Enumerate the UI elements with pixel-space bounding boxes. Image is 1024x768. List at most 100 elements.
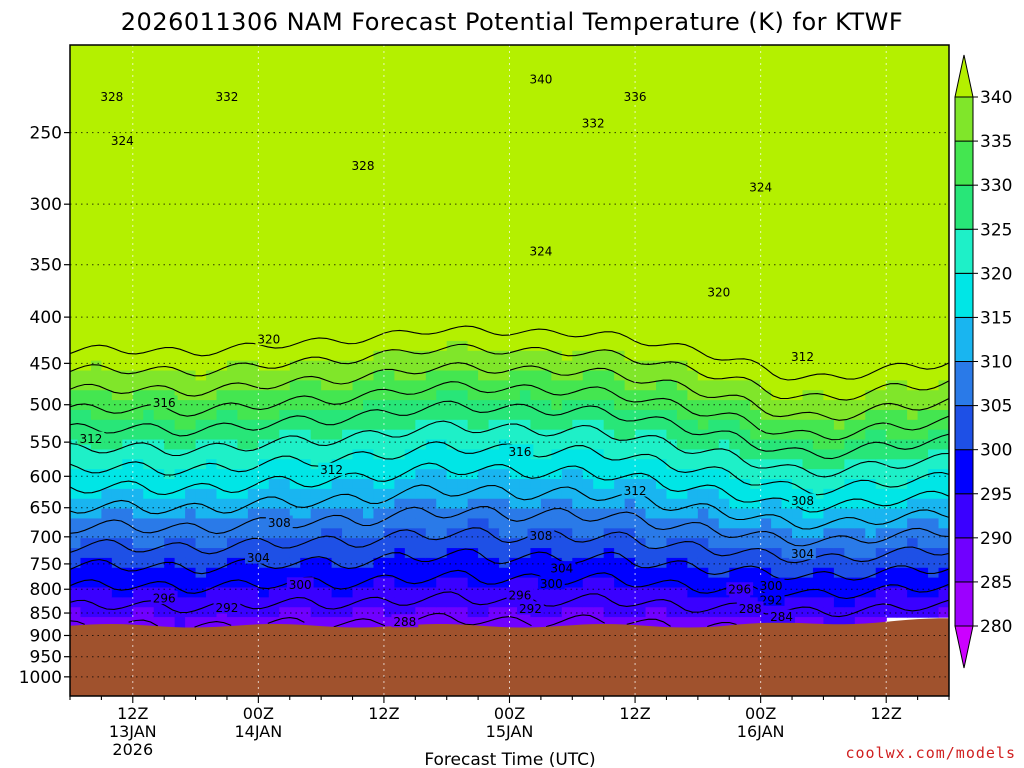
theta-field <box>70 45 949 628</box>
y-tick-label: 900 <box>30 626 62 646</box>
colorbar-label: 280 <box>980 617 1012 637</box>
y-tick-label: 450 <box>30 354 62 374</box>
contour-320 <box>70 441 949 496</box>
y-tick-label: 400 <box>30 308 62 328</box>
colorbar-band <box>954 361 974 407</box>
contour-label: 292 <box>517 601 544 616</box>
colorbar-band <box>954 184 974 230</box>
colorbar-label: 340 <box>980 88 1012 108</box>
colorbar-label: 320 <box>980 264 1012 284</box>
contour-label: 312 <box>318 462 346 477</box>
grid-lines <box>70 45 949 696</box>
x-tick-label: 12Z <box>619 704 650 723</box>
contour-label: 332 <box>213 89 241 104</box>
contour-label: 320 <box>255 332 283 347</box>
contour-labels: 328 332 340 336 332 328 324 324 324 320 320 312 316 3… <box>77 71 816 629</box>
x-tick-label: 12Z <box>117 704 148 723</box>
contour-label: 316 <box>150 395 178 410</box>
contour-label: 304 <box>548 561 576 576</box>
contour-label: 292 <box>757 592 785 607</box>
contour-label: 312 <box>77 431 105 446</box>
contour-label: 304 <box>244 550 272 565</box>
contour-label: 284 <box>768 609 795 624</box>
colorbar-band <box>954 272 974 318</box>
x-tick-label: 15JAN <box>486 722 534 741</box>
contour-label: 300 <box>757 578 785 593</box>
x-tick-label: 00Z <box>494 704 525 723</box>
x-tick-label: 12Z <box>871 704 902 723</box>
x-axis-label: Forecast Time (UTC) <box>424 750 595 768</box>
contour-label: 336 <box>621 89 649 104</box>
chart-title: 2026011306 NAM Forecast Potential Temper… <box>121 8 903 36</box>
y-tick-label: 500 <box>30 396 62 416</box>
contour-label: 328 <box>98 89 126 104</box>
colorbar-label: 300 <box>980 441 1012 461</box>
colorbar-label: 290 <box>980 529 1012 549</box>
y-tick-label: 650 <box>30 499 62 519</box>
y-tick-label: 800 <box>30 580 62 600</box>
contour-label: 308 <box>789 493 816 508</box>
y-tick-label: 750 <box>30 555 62 575</box>
contour-304 <box>70 527 949 564</box>
colorbar-label: 315 <box>980 308 1012 328</box>
contour-label: 312 <box>621 483 649 498</box>
contour-label: 300 <box>286 577 314 592</box>
contour-label: 320 <box>705 284 733 299</box>
contour-label: 288 <box>391 614 419 629</box>
colorbar-label: 335 <box>980 132 1012 152</box>
contour-label: 292 <box>213 600 241 615</box>
colorbar-band <box>954 96 974 142</box>
y-tick-label: 1000 <box>19 668 62 688</box>
contour-label: 304 <box>789 546 816 561</box>
y-tick-label: 300 <box>30 195 62 215</box>
contour-label: 296 <box>150 590 178 605</box>
contour-label: 324 <box>747 179 775 194</box>
colorbar-label: 330 <box>980 176 1012 196</box>
colorbar-band <box>954 449 974 495</box>
x-tick-label: 13JAN <box>109 722 157 741</box>
colorbar-bottom-triangle <box>954 625 974 669</box>
y-tick-label: 350 <box>30 256 62 276</box>
y-tick-label: 600 <box>30 467 62 487</box>
x-tick-label: 00Z <box>243 704 274 723</box>
contour-label: 340 <box>527 71 555 86</box>
colorbar: 280 285 290 295 300 305 310 315 320 325 330 335 340 <box>954 54 1012 669</box>
y-tick-label: 700 <box>30 528 62 548</box>
credit-text: coolwx.com/models <box>845 744 1016 762</box>
colorbar-label: 295 <box>980 485 1012 505</box>
colorbar-label: 325 <box>980 220 1012 240</box>
contour-label: 332 <box>579 116 607 131</box>
colorbar-top-triangle <box>954 54 974 98</box>
colorbar-band <box>954 140 974 186</box>
y-axis: 2503003504004505005506006507007508008509… <box>19 124 70 688</box>
y-tick-label: 950 <box>30 648 62 668</box>
colorbar-band <box>954 493 974 539</box>
contour-label: 308 <box>527 528 555 543</box>
x-tick-label: 16JAN <box>737 722 785 741</box>
contour-label: 300 <box>537 576 565 591</box>
colorbar-band <box>954 537 974 583</box>
plot-area: 328 332 340 336 332 328 324 324 324 320 320 312 316 3… <box>70 45 949 696</box>
contour-312 <box>70 484 949 530</box>
contour-label: 296 <box>726 582 754 597</box>
colorbar-label: 310 <box>980 353 1012 373</box>
x-tick-label: 14JAN <box>234 722 282 741</box>
contour-label: 312 <box>789 349 816 364</box>
y-tick-label: 850 <box>30 604 62 624</box>
contour-label: 324 <box>108 133 136 148</box>
colorbar-band <box>954 405 974 451</box>
colorbar-band <box>954 316 974 362</box>
contour-label: 296 <box>506 588 534 603</box>
contour-label: 308 <box>265 515 293 530</box>
x-tick-label: 2026 <box>112 740 153 759</box>
contour-label: 324 <box>527 244 555 259</box>
colorbar-band <box>954 228 974 274</box>
y-tick-label: 550 <box>30 433 62 453</box>
x-tick-label: 12Z <box>368 704 399 723</box>
colorbar-band <box>954 581 974 627</box>
colorbar-label: 285 <box>980 573 1012 593</box>
x-tick-label: 00Z <box>745 704 776 723</box>
contour-label: 316 <box>506 444 534 459</box>
